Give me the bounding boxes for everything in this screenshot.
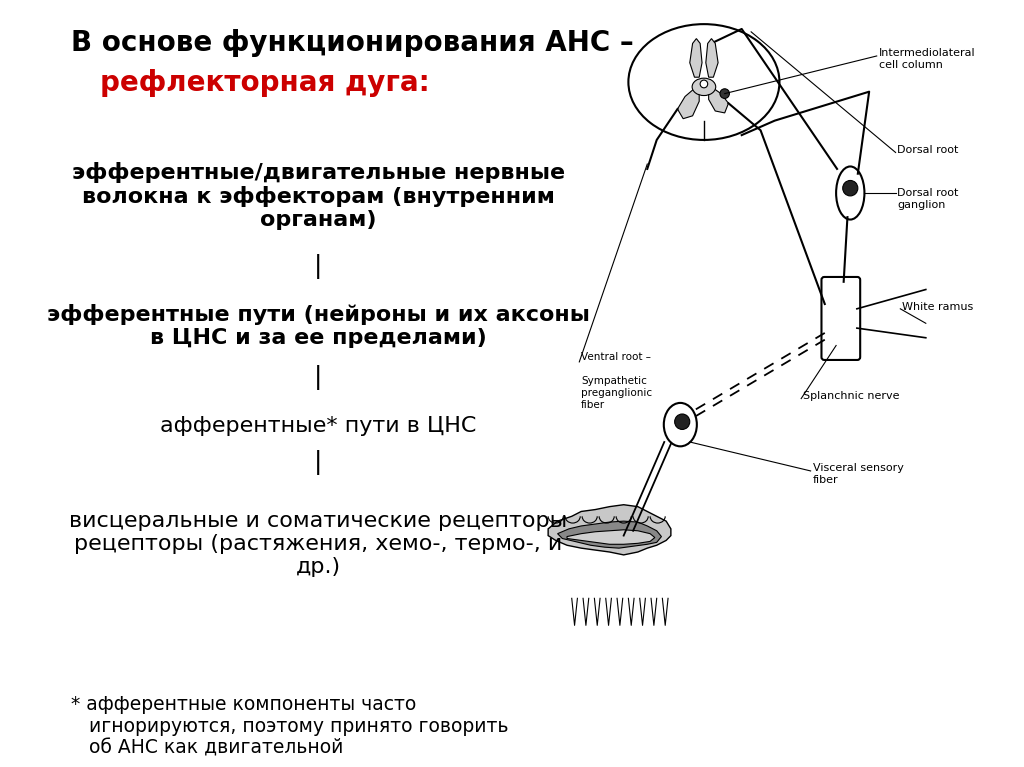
Text: |: | [314, 365, 323, 390]
Polygon shape [558, 521, 662, 548]
Ellipse shape [664, 403, 697, 446]
Polygon shape [709, 87, 728, 113]
Polygon shape [678, 87, 699, 119]
Text: В основе функционирования АНС –: В основе функционирования АНС – [72, 29, 634, 57]
Circle shape [720, 89, 729, 98]
Polygon shape [548, 505, 671, 555]
Circle shape [675, 414, 690, 430]
Text: Intermediolateral
cell column: Intermediolateral cell column [879, 48, 975, 70]
Text: афферентные* пути в ЦНС: афферентные* пути в ЦНС [160, 416, 476, 436]
Text: Visceral sensory
fiber: Visceral sensory fiber [812, 463, 903, 485]
Text: |: | [314, 254, 323, 279]
Text: |: | [314, 450, 323, 475]
Polygon shape [567, 530, 654, 545]
Text: рефлекторная дуга:: рефлекторная дуга: [99, 70, 429, 97]
FancyBboxPatch shape [821, 277, 860, 360]
Text: эфферентные/двигательные нервные
волокна к эффекторам (внутренним
органам): эфферентные/двигательные нервные волокна… [72, 162, 565, 230]
Polygon shape [690, 38, 702, 77]
Text: Ventral root –: Ventral root – [582, 352, 651, 362]
Text: эфферентные пути (нейроны и их аксоны
в ЦНС и за ее пределами): эфферентные пути (нейроны и их аксоны в … [47, 304, 590, 347]
Text: Dorsal root
ganglion: Dorsal root ganglion [897, 188, 958, 210]
Text: висцеральные и соматические рецепторы
рецепторы (растяжения, хемо-, термо-, и
др: висцеральные и соматические рецепторы ре… [69, 511, 567, 578]
Text: Splanchnic nerve: Splanchnic nerve [803, 390, 899, 400]
Ellipse shape [692, 78, 716, 96]
Circle shape [700, 80, 708, 87]
Text: * афферентные компоненты часто
   игнорируются, поэтому принято говорить
   об А: * афферентные компоненты часто игнорирую… [72, 695, 509, 758]
Polygon shape [706, 38, 718, 77]
Text: White ramus: White ramus [902, 302, 974, 312]
Text: Sympathetic
preganglionic
fiber: Sympathetic preganglionic fiber [582, 377, 652, 410]
Ellipse shape [837, 166, 864, 219]
Ellipse shape [629, 24, 779, 140]
Circle shape [843, 180, 858, 196]
Text: Dorsal root: Dorsal root [897, 145, 958, 155]
